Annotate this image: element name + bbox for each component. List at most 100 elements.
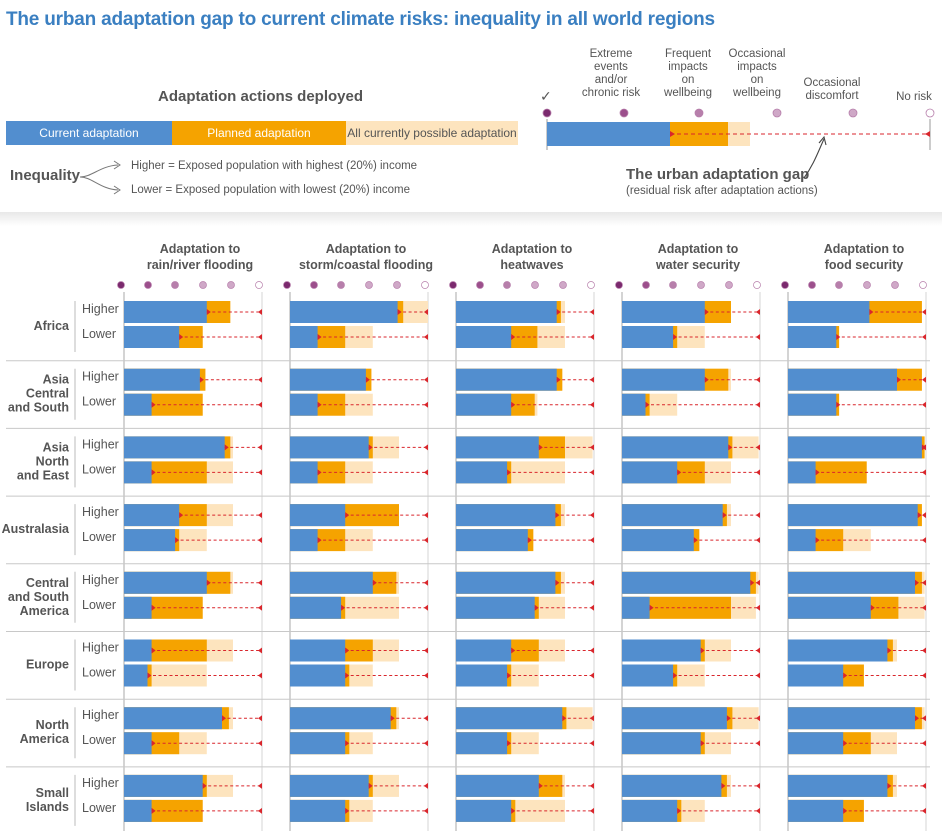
bar-current <box>290 664 346 687</box>
gap-arrow-end <box>590 537 594 544</box>
risk-level-label: Occasional impacts on wellbeing <box>717 48 797 100</box>
gap-arrow-end <box>590 444 594 451</box>
bar-current <box>124 707 222 730</box>
gap-arrow-end <box>424 401 428 408</box>
bar-current <box>788 393 837 416</box>
risk-level-label-line: and/or <box>594 74 628 86</box>
gap-arrow-end <box>258 740 262 747</box>
region-name-line: Australasia <box>2 522 70 536</box>
risk-level-dot <box>542 108 552 118</box>
risk-level-label-line: wellbeing <box>664 87 712 99</box>
risk-level-dot <box>117 281 125 289</box>
gap-arrow-start <box>175 537 180 544</box>
hazard-title-line: Adaptation to <box>824 242 905 256</box>
bar-current <box>290 326 318 348</box>
hazard-title-line: water security <box>655 258 740 272</box>
gap-arrow-end <box>590 579 594 586</box>
section-divider <box>0 212 942 226</box>
gap-arrow-start <box>511 401 516 408</box>
bar-current <box>456 368 557 391</box>
risk-level-dot <box>449 281 457 289</box>
legend-current: Current adaptation <box>6 121 172 145</box>
bar-current <box>290 639 346 662</box>
gap-arrow-end <box>258 782 262 789</box>
gap-arrow-start <box>397 309 402 315</box>
income-row-label: Higher <box>82 302 119 316</box>
income-row-label: Lower <box>82 395 116 409</box>
risk-level-dot <box>615 281 623 289</box>
bar-current <box>124 799 152 822</box>
risk-level-dot <box>891 281 899 289</box>
gap-arrow-end <box>590 376 594 383</box>
gap-arrow-start <box>147 672 152 679</box>
gap-arrow-start <box>507 469 512 476</box>
gap-arrow-end <box>424 334 428 340</box>
bar-current <box>456 732 508 755</box>
scale-current-bar <box>547 122 670 146</box>
hazard-title-line: heatwaves <box>500 258 563 272</box>
gap-arrow-end <box>756 469 760 476</box>
gap-arrow-start <box>151 740 156 747</box>
gap-arrow-end <box>258 469 262 476</box>
gap-arrow-end <box>424 715 428 722</box>
legend-possible: All currently possible adaptation <box>346 121 518 145</box>
gap-arrow-end <box>922 376 926 383</box>
gap-arrow-end <box>756 309 760 315</box>
bar-current <box>788 664 844 687</box>
bar-current <box>788 461 816 484</box>
bar-current <box>622 368 705 391</box>
bar-current <box>290 461 318 484</box>
bar-current <box>456 301 557 323</box>
region-name-line: Islands <box>26 800 69 814</box>
gap-arrow-start <box>507 672 512 679</box>
gap-arrow-start <box>345 672 350 679</box>
gap-arrow-end <box>756 579 760 586</box>
risk-level-dot <box>808 281 816 289</box>
gap-arrow-start <box>815 537 820 544</box>
gap-arrow-start <box>345 512 350 519</box>
income-row-label: Lower <box>82 327 116 341</box>
bar-current <box>290 504 346 527</box>
gap-arrow-start <box>345 740 350 747</box>
gap-arrow-end <box>756 672 760 679</box>
gap-arrow-start <box>390 715 395 722</box>
gap-arrow-end <box>922 740 926 747</box>
bar-current <box>622 707 727 730</box>
gap-arrow-end <box>590 647 594 654</box>
gap-arrow-end <box>424 782 428 789</box>
income-row-label: Lower <box>82 598 116 612</box>
risk-level-dot <box>337 281 345 289</box>
gap-arrow-start <box>869 309 874 315</box>
actions-heading: Adaptation actions deployed <box>158 88 364 105</box>
gap-arrow-end <box>424 647 428 654</box>
gap-arrow-end <box>756 604 760 611</box>
hazard-title-line: food security <box>825 258 904 272</box>
bar-current <box>788 596 871 619</box>
gap-arrow-start <box>538 444 543 451</box>
gap-arrow-end <box>590 740 594 747</box>
region-name-line: Asia <box>43 373 70 387</box>
bar-current <box>788 436 922 459</box>
gap-arrow-end <box>590 512 594 519</box>
risk-level-dot <box>283 281 291 289</box>
gap-arrow-start <box>317 537 322 544</box>
gap-arrow-end <box>424 807 428 814</box>
region-name-line: Central <box>26 387 69 401</box>
gap-arrow-end <box>590 401 594 408</box>
gap-arrow-start <box>843 672 848 679</box>
gap-arrow-start <box>645 401 650 408</box>
bar-current <box>124 639 152 662</box>
gap-arrow-start <box>836 334 841 340</box>
bar-current <box>290 799 346 822</box>
bar-current <box>788 504 918 527</box>
bar-current <box>788 571 915 594</box>
gap-arrow-start <box>179 512 184 519</box>
income-row-label: Higher <box>82 505 119 519</box>
bar-current <box>456 529 528 552</box>
gap-arrow-start <box>649 604 654 611</box>
hazard-title-line: rain/river flooding <box>147 258 253 272</box>
bar-current <box>622 504 723 527</box>
risk-level-label-line: discomfort <box>805 90 859 102</box>
gap-arrow-start <box>815 469 820 476</box>
bar-current <box>124 436 225 459</box>
